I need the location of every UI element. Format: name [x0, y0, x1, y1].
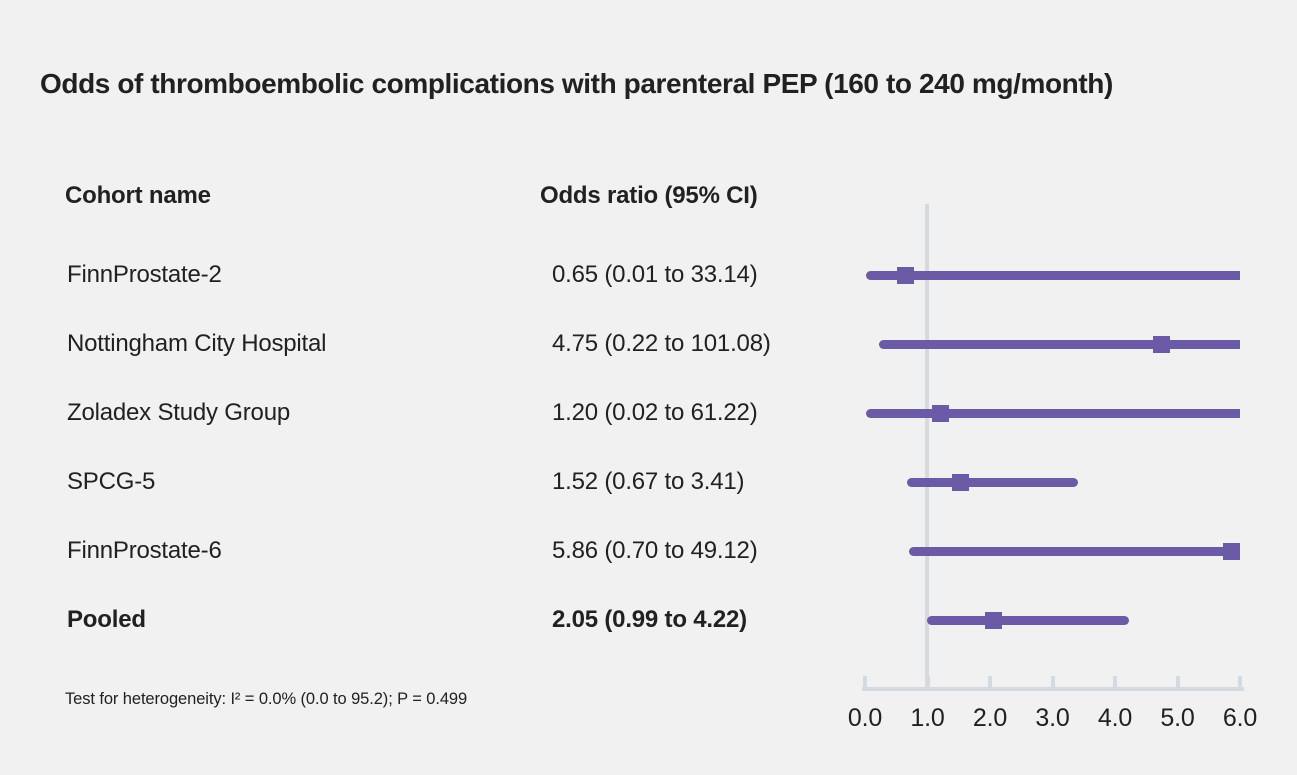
confidence-interval-line [906, 477, 1079, 487]
odds-ratio-value: 1.52 (0.67 to 3.41) [552, 468, 745, 495]
x-axis-tick-label: 4.0 [1097, 704, 1133, 732]
heterogeneity-footnote: Test for heterogeneity: I² = 0.0% (0.0 t… [65, 690, 468, 708]
study-row: Nottingham City Hospital 4.75 (0.22 to 1… [0, 330, 860, 360]
confidence-interval-line [926, 615, 1129, 625]
reference-line-or-1 [925, 204, 929, 691]
x-axis-tick-label: 6.0 [1222, 704, 1258, 732]
odds-ratio-marker [951, 473, 969, 491]
study-row: FinnProstate-6 5.86 (0.70 to 49.12) [0, 537, 860, 567]
x-axis-tick-mark [988, 676, 992, 688]
odds-ratio-value: 5.86 (0.70 to 49.12) [552, 537, 758, 564]
chart-title: Odds of thromboembolic complications wit… [40, 68, 1113, 99]
odds-ratio-marker [1153, 335, 1171, 353]
odds-ratio-marker [931, 404, 949, 422]
x-axis-tick-mark [1113, 676, 1117, 688]
x-axis-tick-mark [1238, 676, 1242, 688]
odds-ratio-value: 0.65 (0.01 to 33.14) [552, 261, 758, 288]
cohort-name: FinnProstate-6 [67, 537, 222, 564]
study-row: FinnProstate-2 0.65 (0.01 to 33.14) [0, 261, 860, 291]
column-header-odds-ratio: Odds ratio (95% CI) [540, 182, 758, 209]
x-axis-tick-label: 1.0 [910, 704, 945, 732]
study-row: SPCG-5 1.52 (0.67 to 3.41) [0, 468, 860, 498]
cohort-name: SPCG-5 [67, 468, 156, 495]
cohort-name: Nottingham City Hospital [67, 330, 327, 357]
x-axis-tick-label: 2.0 [972, 704, 1008, 732]
odds-ratio-value: 1.20 (0.02 to 61.22) [552, 399, 758, 426]
confidence-interval-line [878, 339, 1240, 349]
confidence-interval-line [866, 408, 1240, 418]
odds-ratio-value: 4.75 (0.22 to 101.08) [552, 330, 771, 357]
confidence-interval-line [908, 546, 1240, 556]
odds-ratio-marker [1222, 542, 1240, 560]
odds-ratio-value: 2.05 (0.99 to 4.22) [552, 606, 747, 633]
confidence-interval-line [865, 270, 1240, 280]
study-row: Zoladex Study Group 1.20 (0.02 to 61.22) [0, 399, 860, 429]
x-axis-tick-label: 5.0 [1160, 704, 1195, 732]
x-axis-tick-mark [925, 676, 930, 688]
x-axis-tick-mark [1175, 676, 1180, 688]
column-header-cohort-name: Cohort name [65, 182, 211, 209]
x-axis-tick-mark [1050, 676, 1055, 688]
x-axis-tick-mark [863, 676, 867, 688]
pooled-estimate-marker [984, 611, 1002, 629]
x-axis-tick-label: 3.0 [1035, 704, 1070, 732]
odds-ratio-marker [897, 266, 915, 284]
cohort-name: Zoladex Study Group [67, 399, 290, 426]
x-axis-tick-label: 0.0 [847, 704, 883, 732]
x-axis-line [862, 687, 1244, 691]
cohort-name: Pooled [67, 606, 146, 633]
cohort-name: FinnProstate-2 [67, 261, 222, 288]
pooled-row: Pooled 2.05 (0.99 to 4.22) [0, 606, 860, 636]
